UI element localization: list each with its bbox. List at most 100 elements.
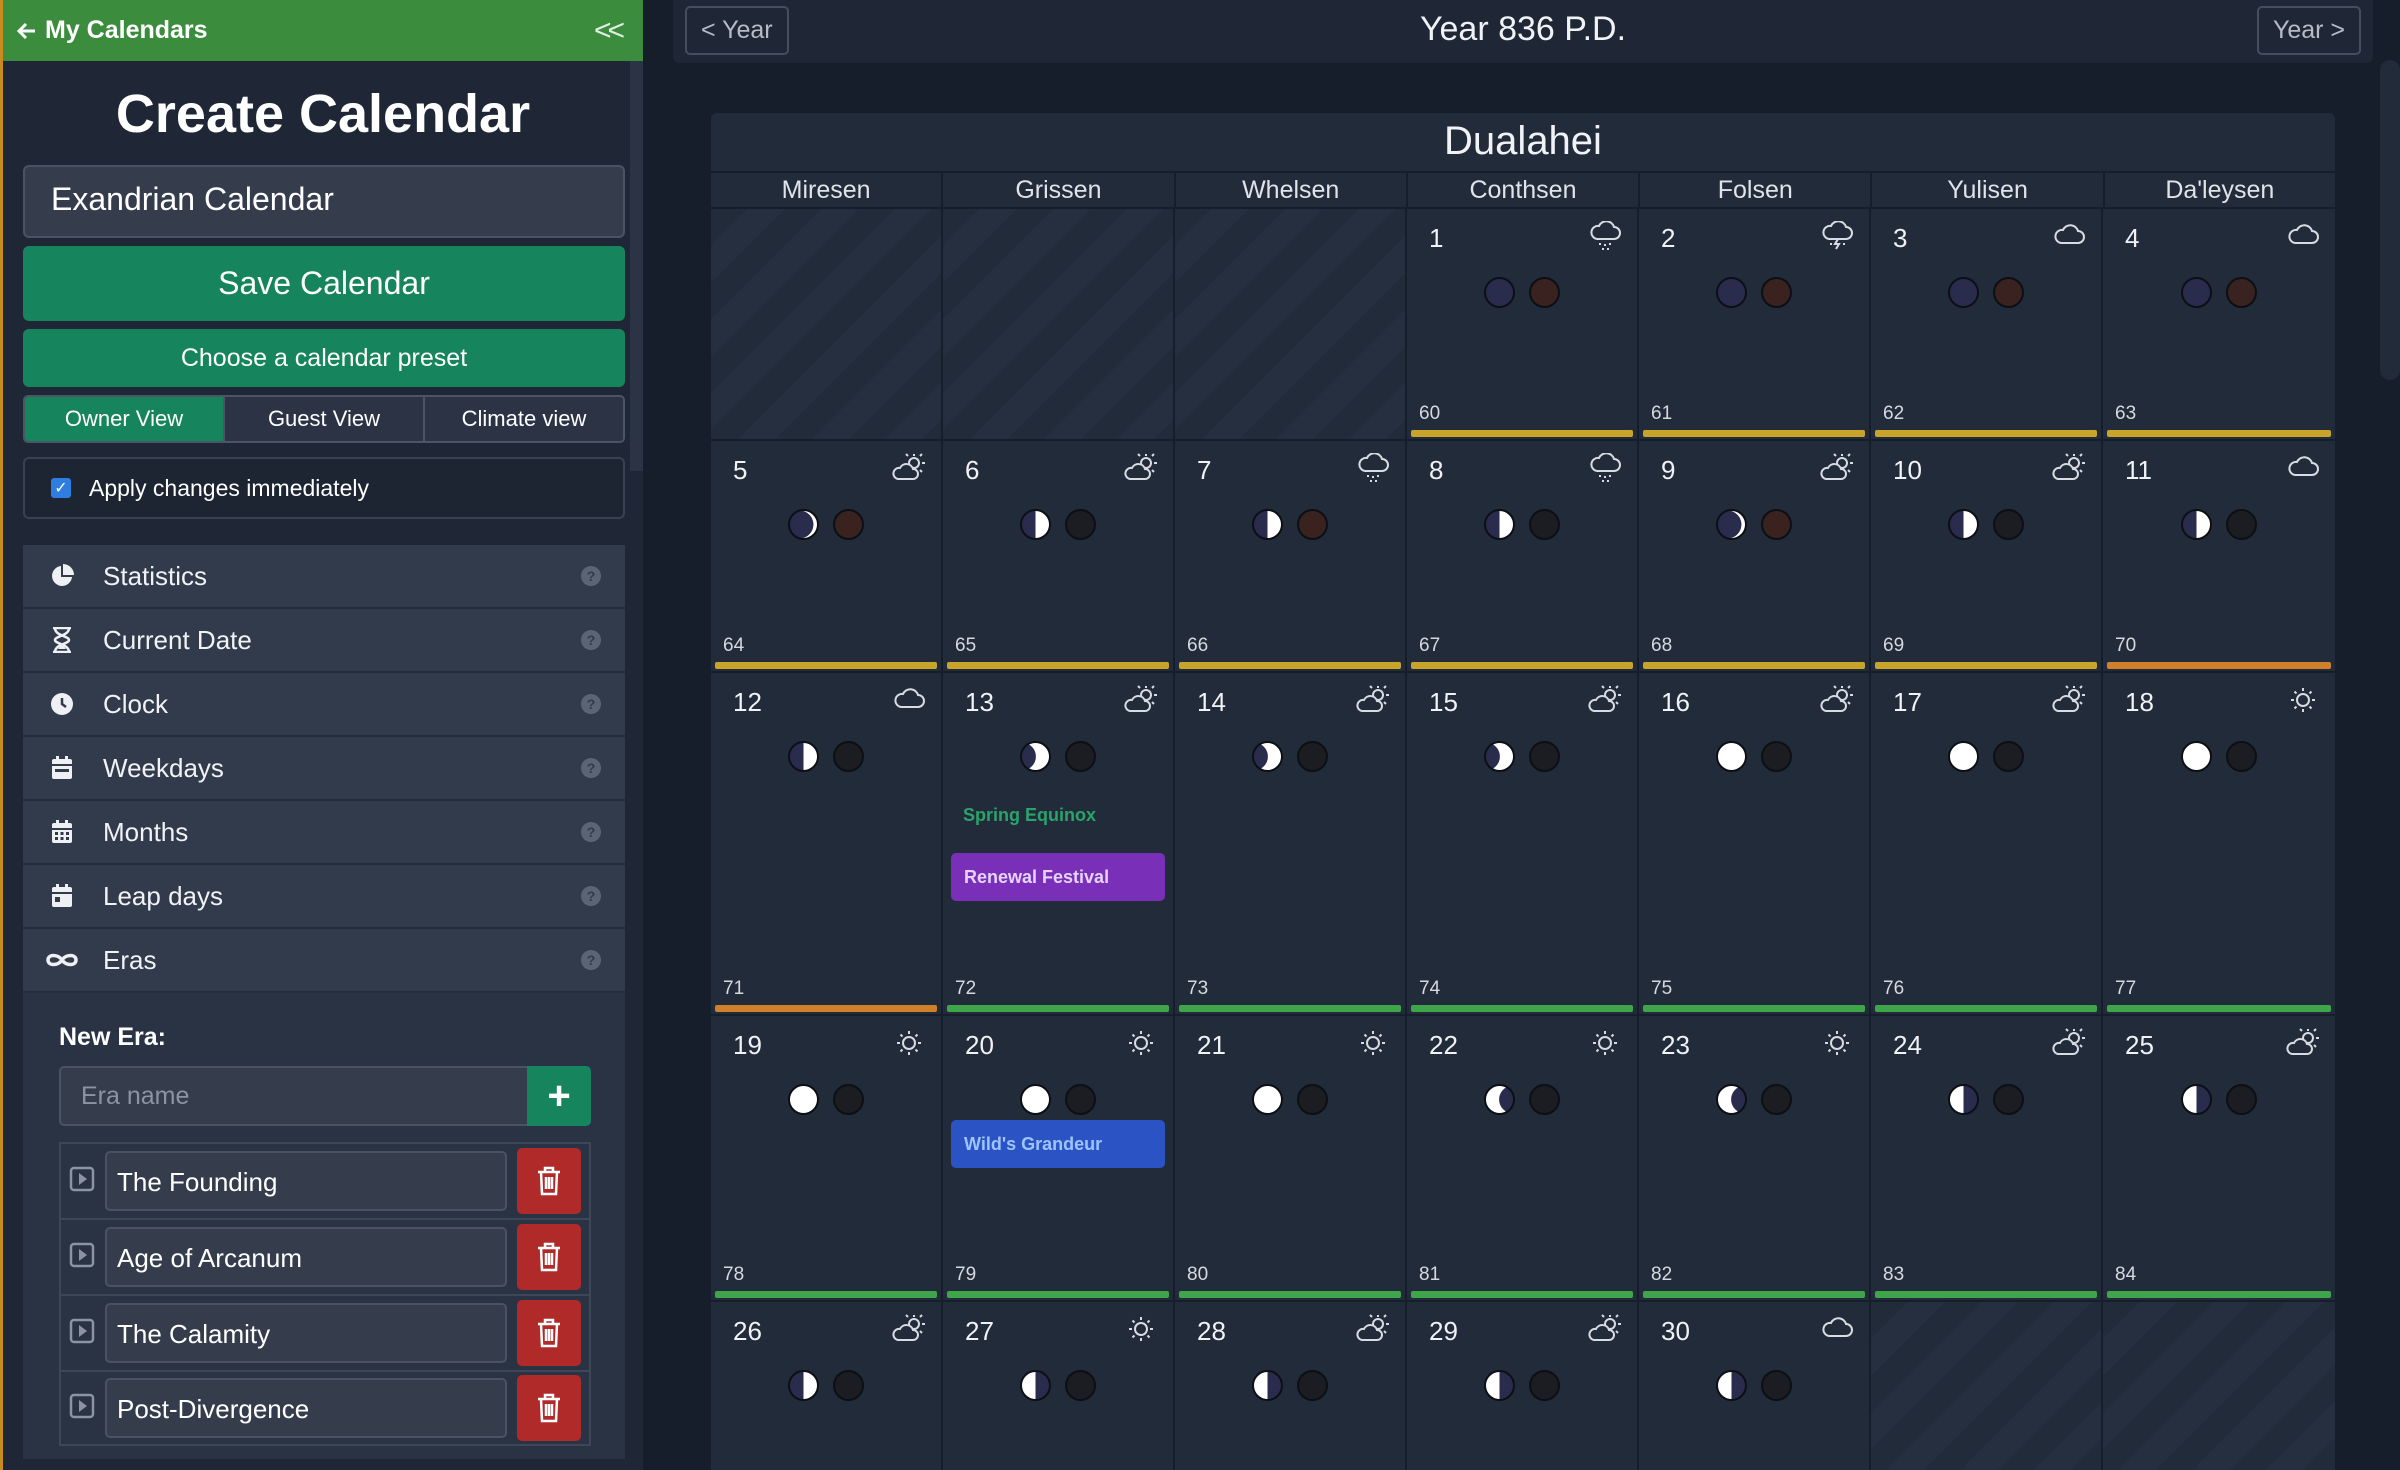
back-to-calendars-link[interactable]: My Calendars	[17, 16, 208, 45]
day-number: 9	[1661, 455, 1676, 485]
season-bar	[947, 1005, 1169, 1012]
apply-changes-toggle[interactable]: ✓ Apply changes immediately	[23, 457, 625, 519]
day-cell[interactable]: 20 Wild's Grandeur 79	[943, 1016, 1175, 1302]
menu-item-clock[interactable]: Clock ?	[23, 673, 625, 737]
era-name-field[interactable]: Age of Arcanum	[105, 1227, 507, 1287]
tab-climate-view[interactable]: Climate view	[425, 397, 623, 441]
day-cell[interactable]: 7 66	[1175, 441, 1407, 673]
day-number: 11	[2125, 455, 2152, 485]
event-chip[interactable]: Renewal Festival	[951, 853, 1165, 901]
apply-changes-checkbox[interactable]: ✓	[51, 478, 71, 498]
day-cell[interactable]: 25 84	[2103, 1016, 2335, 1302]
day-number: 24	[1893, 1030, 1922, 1060]
calendar-main: < Year Year 836 P.D. Year > Dualahei Mir…	[643, 0, 2400, 1470]
expand-era-icon[interactable]	[69, 1393, 95, 1424]
day-cell[interactable]: 27	[943, 1302, 1175, 1470]
menu-item-months[interactable]: Months ?	[23, 801, 625, 865]
previous-year-button[interactable]: < Year	[685, 6, 789, 55]
day-cell[interactable]: 12 71	[711, 673, 943, 1016]
year-day-number: 84	[2115, 1264, 2137, 1285]
trash-icon	[538, 1242, 560, 1272]
partly-sunny-icon	[2051, 453, 2087, 483]
moon-first-icon	[1252, 1370, 1283, 1401]
day-cell[interactable]: 29	[1407, 1302, 1639, 1470]
tab-guest-view[interactable]: Guest View	[225, 397, 425, 441]
day-cell[interactable]: 5 64	[711, 441, 943, 673]
day-cell[interactable]: 10 69	[1871, 441, 2103, 673]
help-icon[interactable]: ?	[581, 566, 601, 586]
expand-era-icon[interactable]	[69, 1242, 95, 1273]
day-number: 16	[1661, 687, 1690, 717]
add-era-button[interactable]: +	[527, 1066, 591, 1126]
day-cell[interactable]: 28	[1175, 1302, 1407, 1470]
moon-first-icon	[1484, 741, 1515, 772]
day-cell[interactable]: 16 75	[1639, 673, 1871, 1016]
delete-era-button[interactable]	[517, 1148, 581, 1214]
help-icon[interactable]: ?	[581, 886, 601, 906]
partly-sunny-icon	[1819, 685, 1855, 715]
day-cell[interactable]: 23 82	[1639, 1016, 1871, 1302]
day-cell[interactable]: 4 63	[2103, 209, 2335, 441]
help-icon[interactable]: ?	[581, 694, 601, 714]
tab-owner-view[interactable]: Owner View	[25, 397, 225, 441]
menu-item-eras[interactable]: Eras ?	[23, 929, 625, 993]
calendar-name-input[interactable]: Exandrian Calendar	[23, 165, 625, 238]
day-cell[interactable]: 8 67	[1407, 441, 1639, 673]
era-name-field[interactable]: The Calamity	[105, 1303, 507, 1363]
moon-second-icon	[1761, 509, 1792, 540]
expand-era-icon[interactable]	[69, 1318, 95, 1349]
help-icon[interactable]: ?	[581, 822, 601, 842]
day-cell[interactable]: 3 62	[1871, 209, 2103, 441]
expand-era-icon[interactable]	[69, 1166, 95, 1197]
empty-day-cell	[1871, 1302, 2103, 1470]
day-cell[interactable]: 11 70	[2103, 441, 2335, 673]
menu-item-weekdays[interactable]: Weekdays ?	[23, 737, 625, 801]
moon-phases	[1407, 277, 1637, 308]
moon-second-icon	[2226, 277, 2257, 308]
era-name-field[interactable]: Post-Divergence	[105, 1378, 507, 1438]
choose-preset-button[interactable]: Choose a calendar preset	[23, 329, 625, 387]
menu-item-leap-days[interactable]: Leap days ?	[23, 865, 625, 929]
day-cell[interactable]: 19 78	[711, 1016, 943, 1302]
save-calendar-button[interactable]: Save Calendar	[23, 246, 625, 321]
moon-phases	[1407, 741, 1637, 772]
main-scrollbar[interactable]	[2380, 60, 2400, 380]
year-day-number: 63	[2115, 403, 2137, 424]
day-number: 18	[2125, 687, 2154, 717]
day-cell[interactable]: 26	[711, 1302, 943, 1470]
day-cell[interactable]: 15 74	[1407, 673, 1639, 1016]
day-cell[interactable]: 30	[1639, 1302, 1871, 1470]
help-icon[interactable]: ?	[581, 950, 601, 970]
day-cell[interactable]: 2 61	[1639, 209, 1871, 441]
day-cell[interactable]: 6 65	[943, 441, 1175, 673]
day-cell[interactable]: 18 77	[2103, 673, 2335, 1016]
partly-sunny-icon	[1123, 685, 1159, 715]
delete-era-button[interactable]	[517, 1224, 581, 1290]
season-bar	[1875, 1291, 2097, 1298]
sidebar-scrollbar[interactable]	[630, 61, 643, 471]
era-name-input[interactable]: Era name	[59, 1066, 527, 1126]
next-year-button[interactable]: Year >	[2256, 6, 2361, 55]
moon-first-icon	[1716, 1084, 1747, 1115]
day-cell[interactable]: 17 76	[1871, 673, 2103, 1016]
moon-first-icon	[1484, 277, 1515, 308]
moon-first-icon	[1484, 1084, 1515, 1115]
day-cell[interactable]: 9 68	[1639, 441, 1871, 673]
collapse-sidebar-button[interactable]: <<	[594, 14, 625, 48]
day-cell[interactable]: 24 83	[1871, 1016, 2103, 1302]
day-cell[interactable]: 14 73	[1175, 673, 1407, 1016]
day-cell[interactable]: 1 60	[1407, 209, 1639, 441]
era-name-field[interactable]: The Founding	[105, 1151, 507, 1211]
menu-item-current-date[interactable]: Current Date ?	[23, 609, 625, 673]
delete-era-button[interactable]	[517, 1375, 581, 1441]
day-cell[interactable]: 21 80	[1175, 1016, 1407, 1302]
event-chip[interactable]: Wild's Grandeur	[951, 1120, 1165, 1168]
help-icon[interactable]: ?	[581, 630, 601, 650]
day-cell[interactable]: 13 Spring Equinox Renewal Festival 72	[943, 673, 1175, 1016]
month-panel: Dualahei Miresen Grissen Whelsen Conthsen Fo…	[711, 113, 2335, 1470]
menu-item-statistics[interactable]: Statistics ?	[23, 545, 625, 609]
year-day-number: 72	[955, 978, 977, 999]
delete-era-button[interactable]	[517, 1300, 581, 1366]
help-icon[interactable]: ?	[581, 758, 601, 778]
day-cell[interactable]: 22 81	[1407, 1016, 1639, 1302]
